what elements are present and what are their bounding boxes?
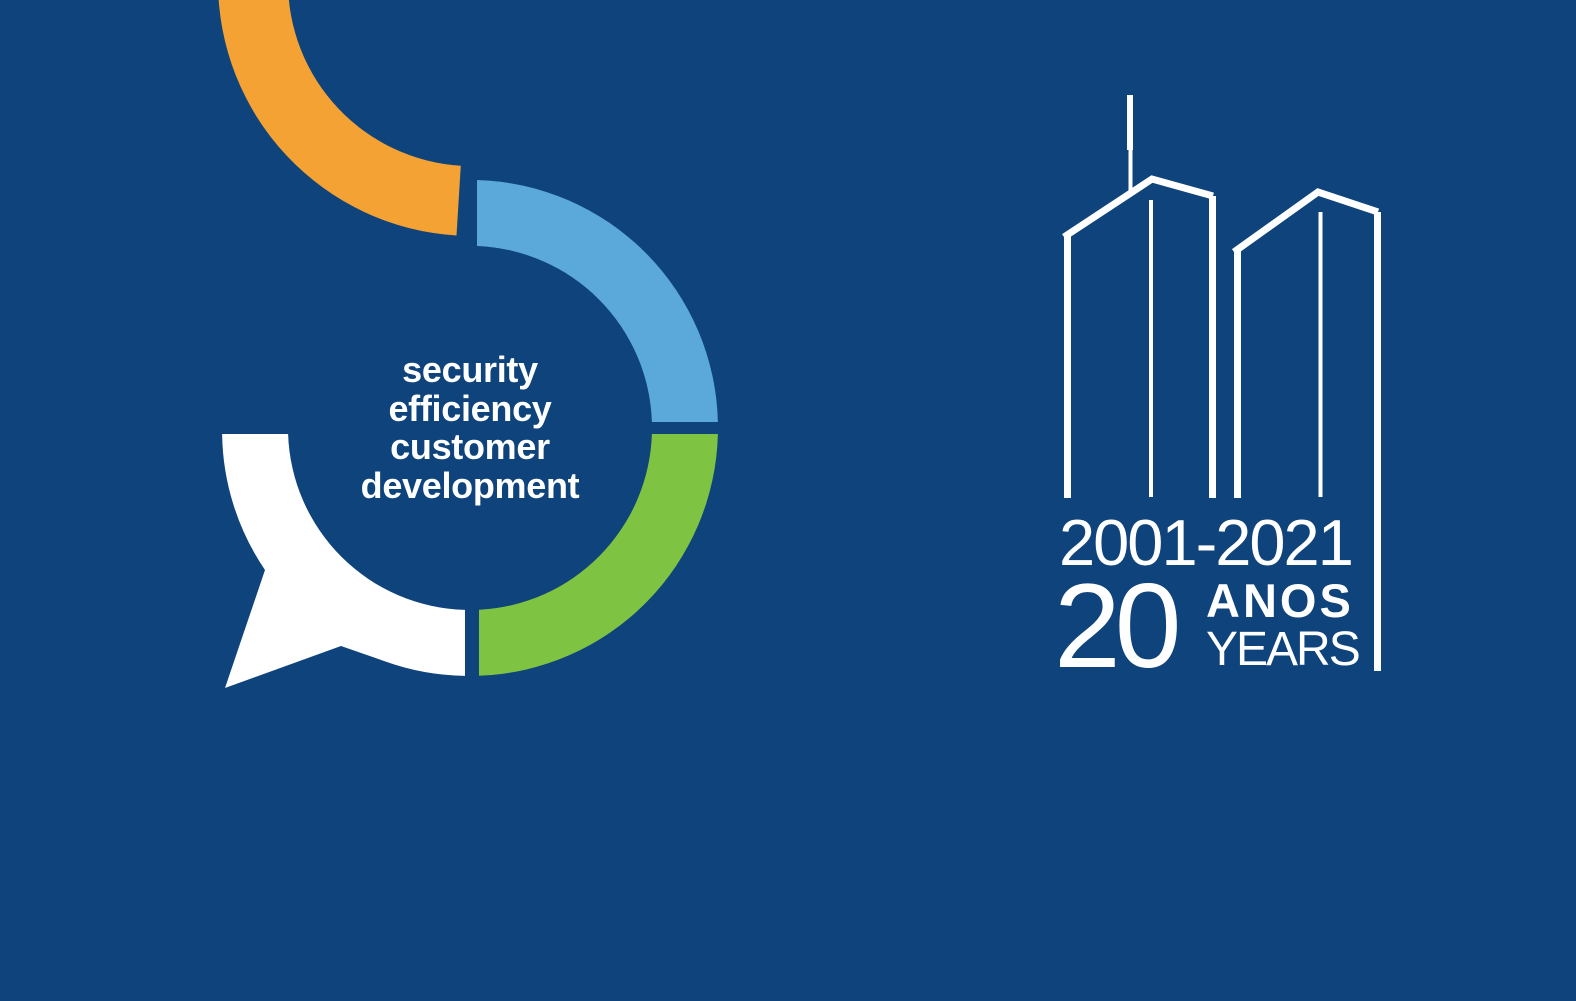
anniversary-anos-label: ANOS	[1206, 574, 1354, 627]
anniversary-year-range: 2001-2021	[1059, 506, 1354, 579]
blue-arc-segment	[477, 180, 718, 422]
motto-line-development: development	[360, 464, 580, 506]
motto-text-block: security efficiency customer development	[270, 349, 670, 506]
orange-arc-segment	[218, 0, 461, 236]
towers-illustration	[1062, 95, 1381, 671]
speech-bubble-tail-segment	[222, 434, 465, 688]
motto-line-security: security	[402, 349, 538, 390]
anniversary-years-label: YEARS	[1206, 623, 1361, 676]
green-arc-segment	[479, 434, 718, 676]
tower1-roof-line	[1062, 175, 1214, 240]
motto-line-efficiency: efficiency	[388, 387, 552, 429]
motto-line-customer: customer	[390, 426, 550, 467]
ring-logo	[218, 0, 718, 688]
tower2-roof-line	[1231, 188, 1380, 255]
anniversary-number-20: 20	[1054, 559, 1182, 693]
